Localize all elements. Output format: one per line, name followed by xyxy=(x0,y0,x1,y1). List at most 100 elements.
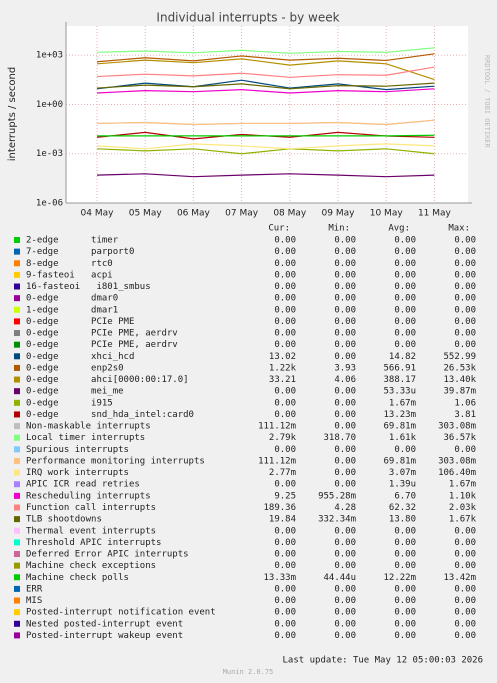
legend-stat: 0.00 xyxy=(394,596,416,606)
legend-stat: 189.36 xyxy=(263,503,296,513)
y-tick-label: 1e+03 xyxy=(36,51,63,61)
legend-stat: 0.00 xyxy=(274,596,296,606)
legend-stat: 0.00 xyxy=(394,550,416,560)
legend-stat: 0.00 xyxy=(274,340,296,350)
legend-label: 0-edge ahci[0000:00:17.0] xyxy=(26,375,189,385)
legend-stat: 0.00 xyxy=(334,236,356,246)
legend-label: TLB shootdowns xyxy=(26,515,102,525)
legend-header: Max: xyxy=(448,224,470,234)
legend-stat: 0.00 xyxy=(274,410,296,420)
legend-label: Deferred Error APIC interrupts xyxy=(26,550,189,560)
legend-stat: 0.00 xyxy=(454,270,476,280)
legend-stat: 0.00 xyxy=(274,294,296,304)
legend-header: Avg: xyxy=(388,224,410,234)
legend-stat: 0.00 xyxy=(334,329,356,339)
legend-label: 0-edge PCIe PME, aerdrv xyxy=(26,340,178,350)
legend-swatch xyxy=(14,469,20,476)
footer: Munin 2.0.75 xyxy=(223,668,274,676)
legend-label: Local timer interrupts xyxy=(26,433,145,443)
legend-stat: 36.57k xyxy=(443,433,476,443)
legend-stat: 13.33m xyxy=(263,573,296,583)
legend-stat: 1.39u xyxy=(389,480,416,490)
legend-stat: 955.28m xyxy=(318,491,356,501)
legend-stat: 1.67k xyxy=(449,515,477,525)
legend-swatch xyxy=(14,585,20,592)
legend-stat: 0.00 xyxy=(394,538,416,548)
legend-stat: 0.00 xyxy=(334,259,356,269)
legend-stat: 0.00 xyxy=(394,584,416,594)
legend-swatch xyxy=(14,434,20,441)
legend-swatch xyxy=(14,609,20,616)
legend-stat: 0.00 xyxy=(454,294,476,304)
legend-stat: 69.81m xyxy=(383,422,416,432)
legend-stat: 0.00 xyxy=(454,619,476,629)
series-line xyxy=(96,119,435,126)
legend-stat: 0.00 xyxy=(274,561,296,571)
legend-swatch xyxy=(14,411,20,418)
legend-stat: 0.00 xyxy=(454,247,476,257)
legend-stat: 0.00 xyxy=(274,631,296,641)
legend-stat: 0.00 xyxy=(394,305,416,315)
legend-stat: 14.82 xyxy=(389,352,416,362)
series-line xyxy=(96,88,435,94)
legend-stat: 53.33u xyxy=(383,387,416,397)
legend-stat: 0.00 xyxy=(394,247,416,257)
legend-stat: 0.00 xyxy=(394,294,416,304)
legend-stat: 0.00 xyxy=(334,608,356,618)
legend-swatch xyxy=(14,295,20,302)
legend-label: Non-maskable interrupts xyxy=(26,422,151,432)
legend-label: Posted-interrupt notification event xyxy=(26,608,216,618)
legend-stat: 0.00 xyxy=(394,608,416,618)
legend-stat: 62.32 xyxy=(389,503,416,513)
legend-label: 0-edge xhci_hcd xyxy=(26,352,134,362)
legend-stat: 0.00 xyxy=(454,282,476,292)
legend-stat: 0.00 xyxy=(274,387,296,397)
legend-swatch xyxy=(14,504,20,511)
legend-stat: 0.00 xyxy=(334,550,356,560)
legend-swatch xyxy=(14,237,20,243)
legend-header: Min: xyxy=(328,224,350,234)
legend-swatch xyxy=(14,562,20,569)
legend-label: Posted-interrupt wakeup event xyxy=(26,631,183,641)
legend-label: APIC ICR read retries xyxy=(26,480,140,490)
legend-stat: 0.00 xyxy=(274,619,296,629)
legend-stat: 0.00 xyxy=(274,282,296,292)
legend-swatch xyxy=(14,283,20,290)
legend-stat: 0.00 xyxy=(454,631,476,641)
legend-stat: 0.00 xyxy=(274,608,296,618)
legend-stat: 0.00 xyxy=(394,317,416,327)
legend-label: 2-edge timer xyxy=(26,236,119,246)
legend-stat: 3.07m xyxy=(389,468,416,478)
legend-swatch xyxy=(14,388,20,395)
legend-stat: 303.08m xyxy=(438,456,476,466)
x-tick-label: 09 May xyxy=(322,209,356,219)
legend-stat: 0.00 xyxy=(334,584,356,594)
legend-stat: 0.00 xyxy=(394,445,416,455)
legend-stat: 303.08m xyxy=(438,422,476,432)
legend-stat: 111.12m xyxy=(258,422,296,432)
legend-stat: 0.00 xyxy=(394,236,416,246)
legend-stat: 9.25 xyxy=(274,491,296,501)
legend-label: Machine check exceptions xyxy=(26,561,156,571)
legend-stat: 0.00 xyxy=(454,538,476,548)
legend-stat: 0.00 xyxy=(334,526,356,536)
legend-stat: 1.10k xyxy=(449,491,477,501)
legend-stat: 0.00 xyxy=(454,317,476,327)
legend-stat: 388.17 xyxy=(383,375,416,385)
legend-stat: 0.00 xyxy=(394,270,416,280)
legend-swatch xyxy=(14,306,20,313)
legend-stat: 13.23m xyxy=(383,410,416,420)
legend-stat: 0.00 xyxy=(394,631,416,641)
legend-stat: 106.40m xyxy=(438,468,476,478)
legend-stat: 0.00 xyxy=(274,317,296,327)
legend-stat: 1.61k xyxy=(389,433,417,443)
legend-header: Cur: xyxy=(268,224,290,234)
legend-stat: 2.79k xyxy=(269,433,297,443)
legend-stat: 0.00 xyxy=(274,584,296,594)
legend-stat: 4.06 xyxy=(334,375,356,385)
y-tick-label: 1e-03 xyxy=(36,149,63,159)
x-tick-label: 06 May xyxy=(177,209,211,219)
series-line xyxy=(96,47,435,54)
legend-label: 1-edge dmar1 xyxy=(26,305,118,315)
